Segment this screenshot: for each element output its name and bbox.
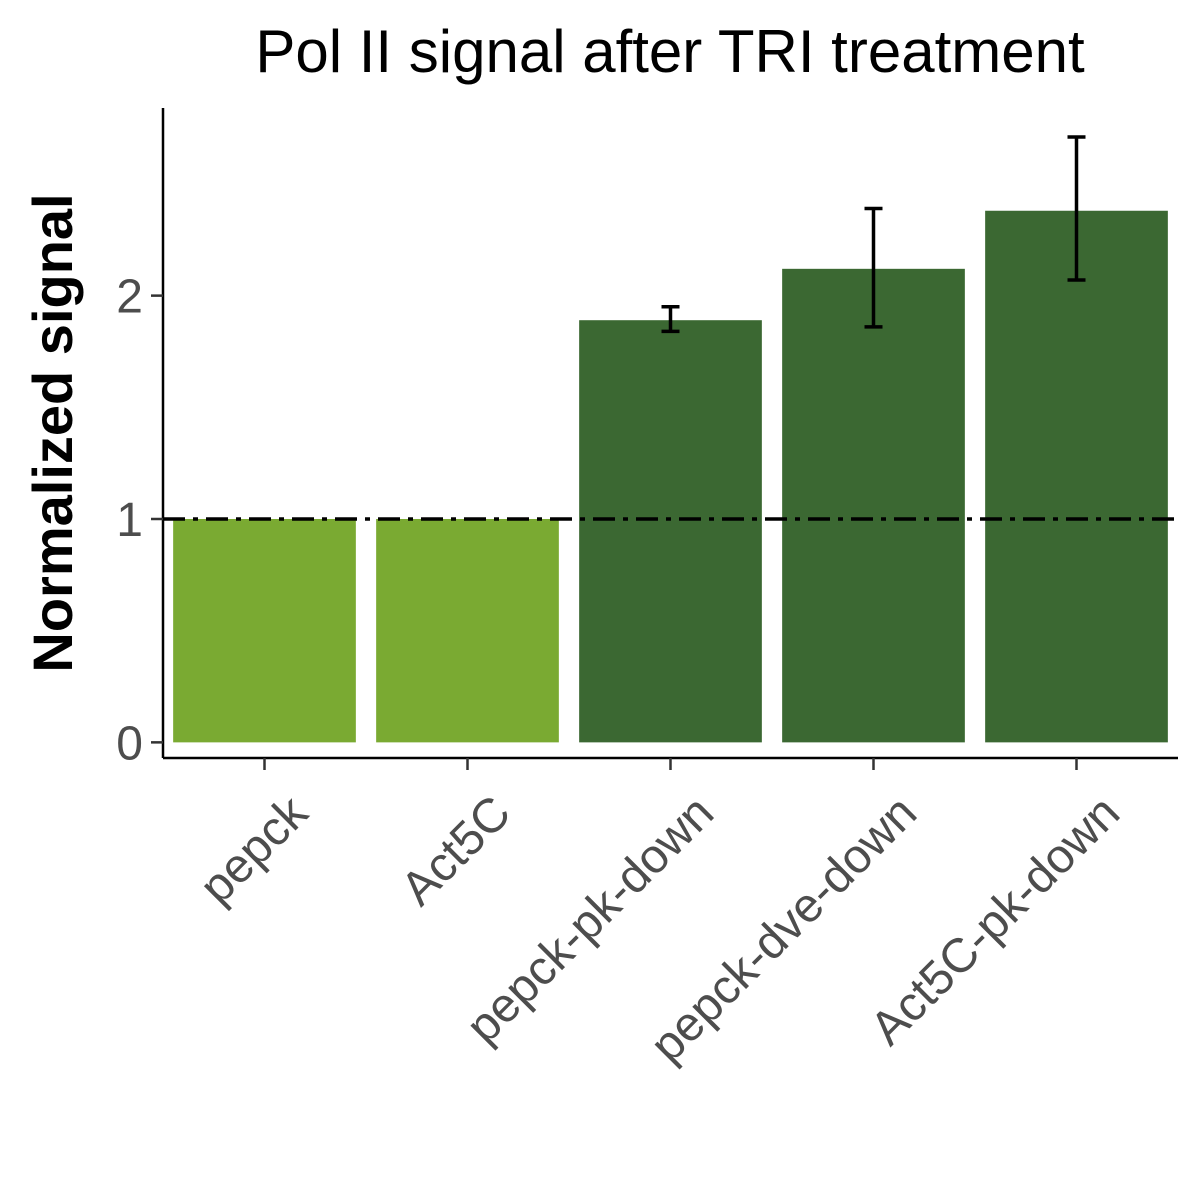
y-axis-title: Normalized signal xyxy=(21,193,84,672)
error-bars-layer xyxy=(661,135,1086,334)
x-tick-label: pepck xyxy=(190,785,319,914)
bar-pepck xyxy=(173,518,356,743)
bar-pepck-pk-down xyxy=(579,320,762,743)
error-bar-pepck-dve-down xyxy=(864,206,883,329)
y-tick-label: 1 xyxy=(116,494,143,547)
error-bar-Act5C-pk-down xyxy=(1067,135,1086,282)
bar-pepck-dve-down xyxy=(782,268,965,743)
bar-Act5C xyxy=(376,518,559,743)
y-tick-label: 2 xyxy=(116,271,143,324)
error-bar-pepck-pk-down xyxy=(661,305,680,334)
y-tick-label: 0 xyxy=(116,717,143,770)
chart-title: Pol II signal after TRI treatment xyxy=(255,18,1085,85)
x-tick-label: Act5C xyxy=(391,786,521,916)
bars-layer xyxy=(173,210,1168,743)
bar-Act5C-pk-down xyxy=(985,210,1168,743)
